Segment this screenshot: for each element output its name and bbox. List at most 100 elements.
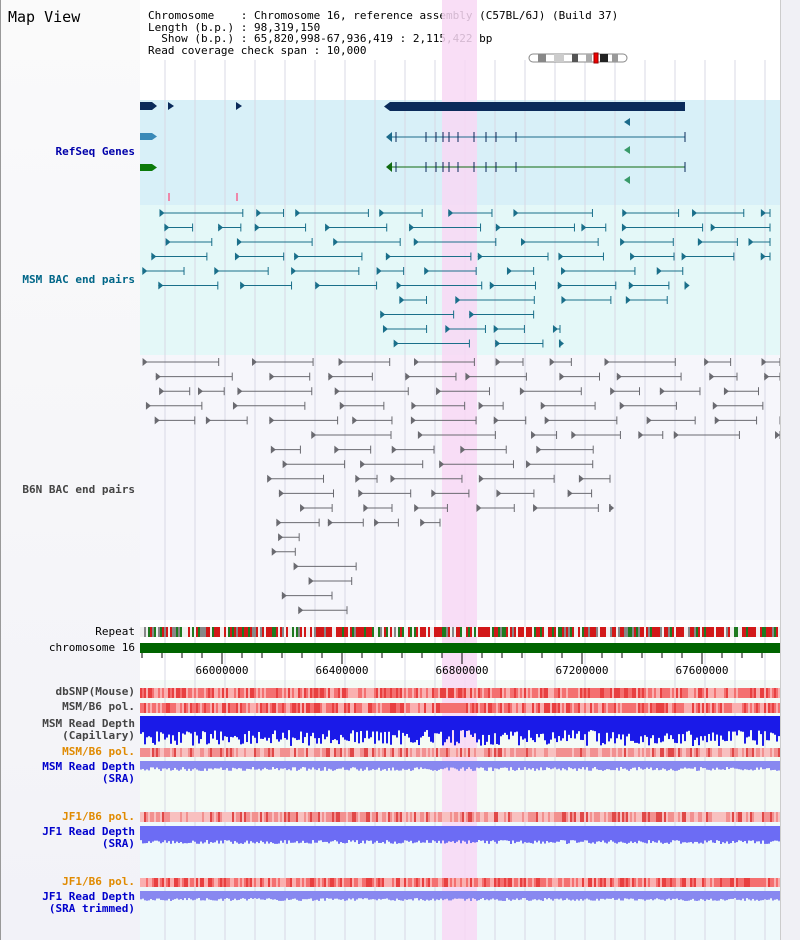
msm-depth-sra-bar	[216, 761, 218, 769]
jf1-b6-pol2-strip	[208, 878, 210, 887]
jf1-depth-sra-bar	[760, 826, 762, 844]
msm-depth-sra-bar	[722, 761, 724, 770]
msm-b6-pol2-strip	[660, 748, 662, 757]
jf1-b6-pol-strip	[776, 812, 778, 822]
jf1-b6-pol2-strip	[534, 878, 536, 887]
msm-bac-end	[254, 223, 260, 232]
msm-b6-pol2-strip	[462, 748, 464, 757]
genome-plot-svg[interactable]: 66000000 66400000 66800000 67200000 67600000	[140, 0, 780, 940]
jf1-b6-pol-strip	[516, 812, 518, 822]
repeat-mark	[760, 627, 762, 637]
jf1-depth-sra-bar	[298, 826, 300, 844]
jf1-b6-pol-strip	[732, 812, 734, 822]
msm-b6-pol2-strip	[170, 748, 172, 757]
msm-b6-pol-strip	[640, 703, 642, 713]
msm-depth-sra-bar	[156, 761, 158, 768]
msm-depth-capillary-bar	[336, 716, 338, 741]
msm-b6-pol2-strip	[636, 748, 638, 757]
jf1-depth-sra-bar	[340, 826, 342, 843]
right-scroll-area[interactable]	[780, 0, 800, 940]
jf1-b6-pol-strip	[256, 812, 258, 822]
msm-depth-capillary-bar	[610, 716, 612, 739]
msm-depth-sra-bar	[196, 761, 198, 770]
dbsnp-strip	[532, 688, 534, 698]
jf1-depth-trimmed-bar	[356, 891, 358, 900]
repeat-mark	[320, 627, 322, 637]
jf1-depth-trimmed-bar	[446, 891, 448, 899]
msm-b6-pol2-strip	[266, 748, 268, 757]
msm-b6-pol2-strip	[412, 748, 414, 757]
msm-depth-capillary-bar	[554, 716, 556, 739]
jf1-b6-pol2-strip	[746, 878, 748, 887]
dbsnp-strip	[542, 688, 544, 698]
jf1-depth-sra-bar	[574, 826, 576, 841]
repeat-mark	[526, 627, 528, 637]
repeat-mark	[212, 627, 214, 637]
jf1-depth-trimmed-bar	[704, 891, 706, 901]
msm-depth-sra-bar	[514, 761, 516, 771]
jf1-b6-pol-strip	[248, 812, 250, 822]
msm-depth-sra-bar	[354, 761, 356, 768]
jf1-b6-pol2-strip	[748, 878, 750, 887]
dbsnp-strip	[662, 688, 664, 698]
msm-depth-sra-bar	[752, 761, 754, 771]
jf1-b6-pol2-strip	[716, 878, 718, 887]
dbsnp-strip	[230, 688, 232, 698]
msm-depth-capillary-bar	[678, 716, 680, 735]
msm-b6-pol2-strip	[394, 748, 396, 757]
jf1-b6-pol2-strip	[146, 878, 148, 887]
jf1-b6-pol2-strip	[518, 878, 520, 887]
msm-b6-pol2-strip	[420, 748, 422, 757]
jf1-b6-pol-strip	[476, 812, 478, 822]
msm-bac-end	[710, 223, 716, 232]
dbsnp-strip	[396, 688, 398, 698]
msm-depth-sra-bar	[502, 761, 504, 768]
dbsnp-strip	[222, 688, 224, 698]
msm-b6-pol-strip	[238, 703, 240, 713]
msm-b6-pol-strip	[504, 703, 506, 713]
repeat-mark	[390, 627, 392, 637]
msm-depth-sra-bar	[170, 761, 172, 771]
jf1-depth-sra-bar	[218, 826, 220, 844]
msm-b6-pol2-strip	[408, 748, 410, 757]
msm-depth-capillary-bar	[252, 716, 254, 736]
chromosome-ideogram[interactable]	[528, 52, 628, 64]
jf1-b6-pol-strip	[236, 812, 238, 822]
msm-b6-pol-strip	[494, 703, 496, 713]
msm-depth-capillary-bar	[456, 716, 458, 742]
msm-depth-capillary-bar	[566, 716, 568, 742]
jf1-depth-trimmed-bar	[772, 891, 774, 901]
msm-b6-pol2-strip	[322, 748, 324, 757]
jf1-b6-pol2-strip	[488, 878, 490, 887]
repeat-mark	[594, 627, 596, 637]
genome-plot[interactable]: 66000000 66400000 66800000 67200000 67600000	[140, 0, 780, 940]
msm-b6-pol2-strip	[224, 748, 226, 757]
jf1-b6-pol2-strip	[554, 878, 556, 887]
dbsnp-strip	[248, 688, 250, 698]
dbsnp-strip	[612, 688, 614, 698]
msm-b6-pol-strip	[570, 703, 572, 713]
dbsnp-strip	[260, 688, 262, 698]
msm-b6-pol2-strip	[778, 748, 780, 757]
jf1-b6-pol-strip	[632, 812, 634, 822]
jf1-depth-sra-bar	[278, 826, 280, 844]
msm-b6-pol-strip	[314, 703, 316, 713]
jf1-depth-sra-bar	[622, 826, 624, 843]
jf1-depth-sra-bar	[404, 826, 406, 841]
dbsnp-strip	[496, 688, 498, 698]
jf1-depth-sra-bar	[352, 826, 354, 841]
msm-depth-capillary-bar	[648, 716, 650, 746]
msm-bac-end	[294, 252, 300, 261]
msm-b6-pol2-strip	[506, 748, 508, 757]
jf1-depth-trimmed-bar	[746, 891, 748, 899]
msm-b6-pol2-strip	[216, 748, 218, 757]
jf1-b6-pol-strip	[444, 812, 446, 822]
msm-depth-sra-bar	[464, 761, 466, 771]
jf1-b6-pol-strip	[578, 812, 580, 822]
repeat-mark	[394, 627, 396, 637]
info-coverage-span: Read coverage check span : 10,000	[148, 43, 367, 57]
jf1-b6-pol-strip	[448, 812, 450, 822]
jf1-depth-sra-bar	[300, 826, 302, 843]
msm-b6-pol2-strip	[294, 748, 296, 757]
repeat-mark	[302, 627, 304, 637]
